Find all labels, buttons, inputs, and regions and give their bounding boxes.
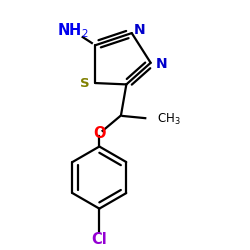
Text: O: O (93, 126, 106, 140)
Text: CH$_3$: CH$_3$ (158, 112, 181, 127)
Text: Cl: Cl (92, 232, 107, 247)
Text: S: S (80, 76, 90, 90)
Text: NH$_2$: NH$_2$ (56, 21, 88, 40)
Text: N: N (134, 24, 146, 38)
Text: N: N (156, 57, 168, 71)
